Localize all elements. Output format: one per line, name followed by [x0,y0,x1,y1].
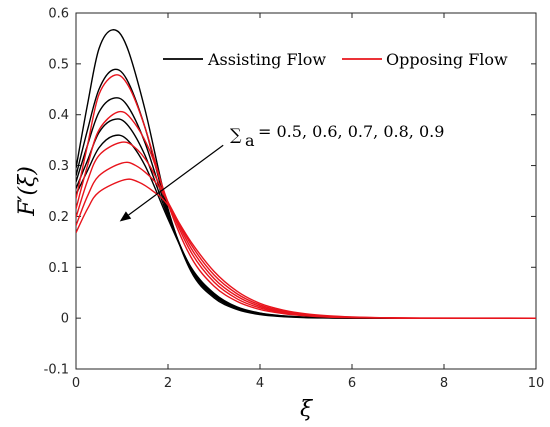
opposing-series-line [76,178,536,319]
y-tick-label: 0.3 [48,159,69,174]
annotation-arrow-head [119,211,132,222]
x-tick-label: 2 [164,376,172,391]
y-tick-label: 0.2 [48,210,69,225]
annotation-sum-symbol: ∑ [230,125,242,144]
y-tick-label: 0.5 [48,57,69,72]
y-tick-label: 0 [61,312,69,327]
x-tick-label: 4 [256,376,264,391]
y-tick-label: 0.6 [48,7,69,22]
legend-label-assisting: Assisting Flow [207,50,326,69]
y-tick-label: 0.4 [48,108,69,123]
x-tick-label: 10 [528,376,545,391]
y-axis-label: F′(ξ) [15,166,40,217]
legend: Assisting Flow Opposing Flow [163,50,508,69]
annotation-values: = 0.5, 0.6, 0.7, 0.8, 0.9 [258,122,444,141]
x-axis-label: ξ [300,397,314,422]
y-tick-label: 0.1 [48,261,69,276]
x-tick-label: 0 [72,376,80,391]
parameter-annotation: ∑ a = 0.5, 0.6, 0.7, 0.8, 0.9 [119,122,444,222]
annotation-subscript: a [245,131,255,150]
y-tick-label: -0.1 [44,363,69,378]
x-tick-label: 6 [348,376,356,391]
legend-label-opposing: Opposing Flow [386,50,508,69]
annotation-arrow [128,144,224,216]
x-tick-label: 8 [440,376,448,391]
